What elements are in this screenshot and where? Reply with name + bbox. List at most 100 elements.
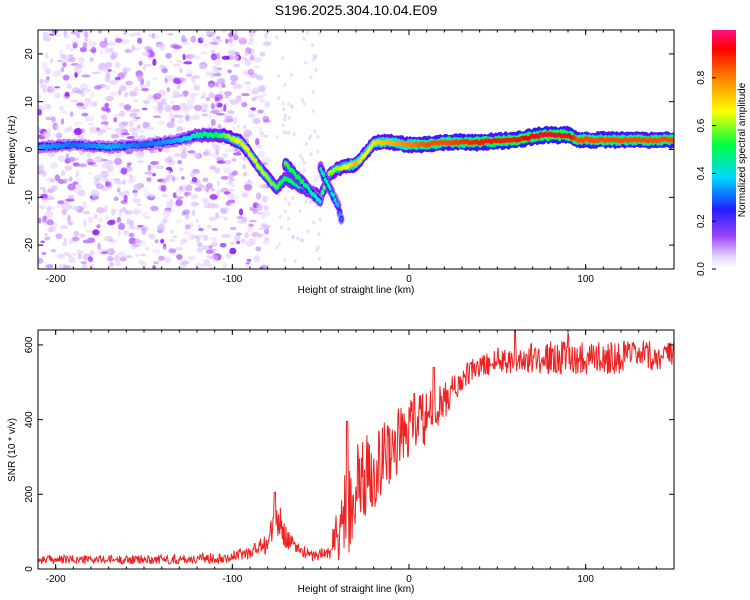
noise-blob bbox=[230, 226, 237, 231]
noise-blob bbox=[128, 232, 135, 238]
noise-blob bbox=[40, 83, 48, 90]
noise-blob bbox=[172, 93, 181, 98]
noise-blob bbox=[121, 206, 127, 212]
noise-blob bbox=[69, 111, 74, 117]
noise-blob bbox=[232, 117, 238, 124]
ridge-blob bbox=[670, 137, 674, 143]
noise-blob bbox=[118, 102, 125, 108]
noise-blob bbox=[204, 148, 211, 156]
noise-blob bbox=[155, 41, 163, 48]
noise-blob bbox=[59, 49, 64, 57]
noise-blob bbox=[172, 49, 178, 54]
noise-blob bbox=[221, 83, 226, 89]
noise-blob bbox=[138, 60, 143, 66]
noise-blob bbox=[56, 253, 65, 260]
noise-blob bbox=[109, 262, 114, 267]
noise-blob bbox=[145, 247, 150, 251]
noise-blob bbox=[87, 152, 92, 158]
noise-blob bbox=[161, 177, 166, 184]
noise-blob bbox=[104, 75, 111, 83]
noise-blob bbox=[39, 78, 44, 85]
noise-blob bbox=[50, 162, 58, 169]
noise-blob bbox=[46, 177, 51, 182]
noise-blob bbox=[109, 80, 118, 85]
noise-blob bbox=[132, 98, 139, 103]
noise-blob bbox=[247, 113, 256, 118]
noise-blob bbox=[189, 222, 194, 228]
noise-blob bbox=[227, 199, 236, 205]
noise-blob bbox=[264, 32, 268, 40]
noise-blob bbox=[72, 236, 80, 242]
noise-blob bbox=[104, 235, 113, 242]
noise-blob bbox=[252, 65, 261, 69]
noise-blob bbox=[123, 104, 132, 111]
noise-blob bbox=[81, 112, 89, 117]
noise-blob bbox=[208, 263, 213, 269]
noise-blob bbox=[283, 82, 287, 87]
noise-blob bbox=[157, 224, 166, 231]
ridge-blob bbox=[338, 211, 342, 217]
noise-blob bbox=[168, 174, 174, 178]
noise-blob bbox=[114, 157, 123, 166]
noise-blob bbox=[76, 177, 83, 182]
noise-blob bbox=[93, 159, 102, 163]
noise-blob bbox=[184, 224, 191, 230]
colorbar-strip bbox=[712, 30, 736, 269]
noise-blob bbox=[68, 256, 76, 264]
noise-blob bbox=[141, 107, 148, 111]
noise-blob bbox=[42, 131, 51, 139]
noise-blob bbox=[123, 32, 127, 36]
noise-blob bbox=[57, 179, 65, 184]
noise-blob bbox=[75, 89, 84, 95]
noise-blob bbox=[208, 92, 215, 99]
noise-blob bbox=[255, 192, 262, 200]
noise-blob bbox=[212, 144, 219, 149]
noise-blob bbox=[66, 83, 72, 89]
noise-blob bbox=[148, 63, 153, 67]
noise-blob bbox=[190, 201, 200, 207]
noise-blob bbox=[134, 86, 139, 94]
noise-blob bbox=[40, 65, 49, 70]
noise-blob bbox=[155, 165, 165, 170]
noise-blob bbox=[176, 219, 183, 223]
noise-blob bbox=[74, 71, 78, 78]
noise-blob bbox=[172, 90, 180, 94]
noise-blob bbox=[261, 264, 268, 269]
noise-blob bbox=[44, 68, 52, 71]
noise-blob bbox=[250, 107, 257, 111]
noise-blob bbox=[213, 72, 222, 77]
noise-blob bbox=[80, 261, 88, 265]
noise-blob bbox=[88, 40, 97, 48]
noise-blob bbox=[60, 224, 69, 230]
noise-blob bbox=[234, 52, 240, 55]
noise-blob bbox=[89, 263, 95, 268]
noise-blob bbox=[91, 71, 100, 75]
noise-blob bbox=[264, 134, 269, 138]
noise-blob bbox=[177, 261, 186, 265]
noise-blob bbox=[167, 32, 174, 36]
noise-blob bbox=[63, 130, 70, 134]
noise-blob bbox=[312, 220, 316, 225]
noise-blob bbox=[136, 150, 145, 157]
noise-blob bbox=[100, 121, 109, 125]
noise-blob bbox=[72, 252, 77, 256]
noise-blob bbox=[242, 157, 248, 161]
ridge-blob bbox=[333, 197, 337, 203]
noise-blob bbox=[145, 80, 151, 88]
noise-blob bbox=[206, 182, 213, 189]
noise-blob bbox=[109, 257, 114, 263]
noise-blob bbox=[227, 49, 237, 56]
noise-blob bbox=[238, 208, 244, 216]
noise-blob bbox=[106, 42, 116, 46]
noise-blob bbox=[152, 77, 158, 80]
noise-blob bbox=[210, 102, 216, 110]
noise-blob bbox=[164, 256, 171, 264]
noise-blob bbox=[131, 44, 135, 51]
noise-blob bbox=[170, 101, 175, 104]
y-tick-label: 0 bbox=[24, 146, 35, 152]
noise-blob bbox=[42, 108, 46, 112]
noise-blob bbox=[261, 92, 267, 98]
noise-blob bbox=[51, 185, 58, 191]
noise-blob bbox=[176, 254, 183, 260]
noise-blob bbox=[304, 199, 308, 204]
